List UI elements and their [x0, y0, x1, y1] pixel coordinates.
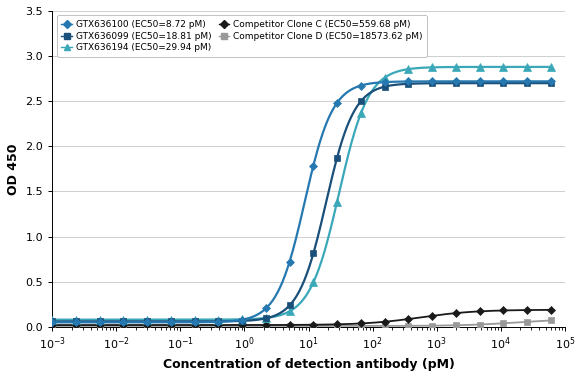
X-axis label: Concentration of detection antibody (pM): Concentration of detection antibody (pM)	[162, 358, 455, 371]
Legend: GTX636100 (EC50=8.72 pM), GTX636099 (EC50=18.81 pM), GTX636194 (EC50=29.94 pM), : GTX636100 (EC50=8.72 pM), GTX636099 (EC5…	[57, 15, 427, 57]
Y-axis label: OD 450: OD 450	[7, 143, 20, 195]
